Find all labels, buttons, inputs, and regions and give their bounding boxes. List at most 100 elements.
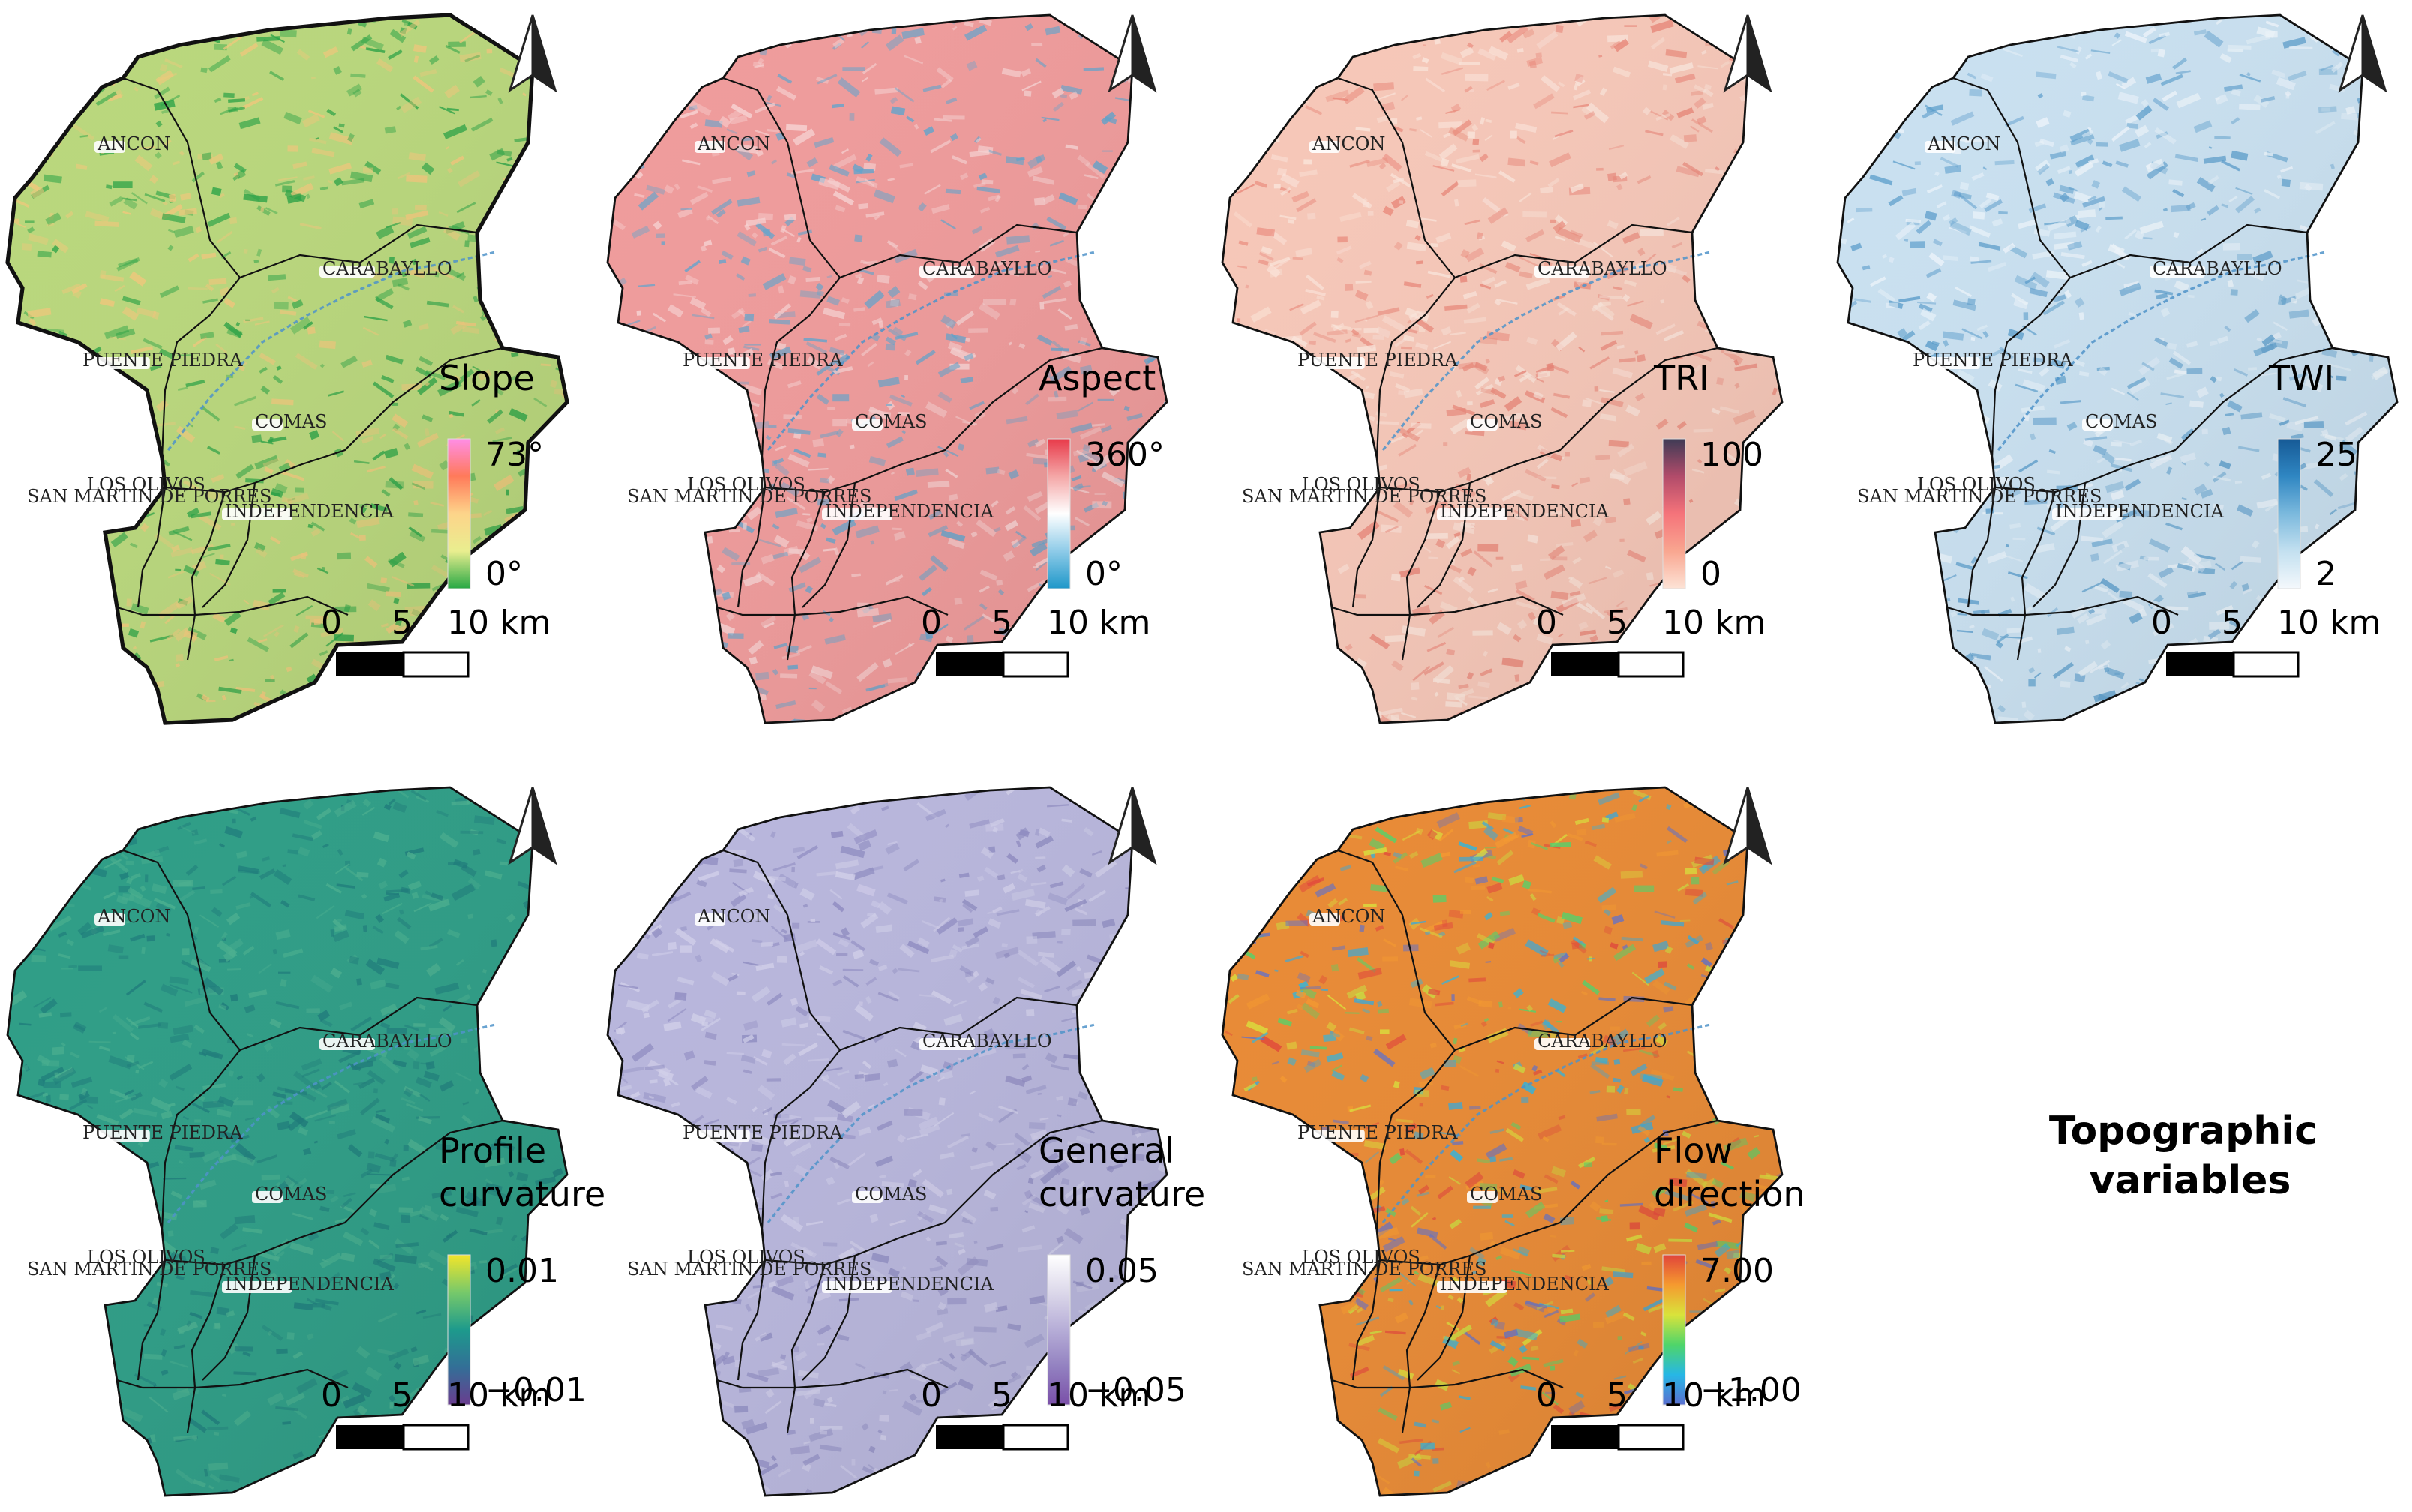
district-label-carabayllo: CARABAYLLO: [320, 258, 452, 279]
district-label-san-martin-de-porres: SAN MARTIN DE PORRES: [624, 486, 872, 507]
scale-bar-label: 10 km: [1662, 1376, 1766, 1414]
district-boundary: [1401, 1264, 1442, 1433]
scale-bar-black-segment: [936, 652, 1004, 676]
district-boundary: [186, 491, 226, 661]
scale-bar: 0 5 10 km: [1536, 604, 1766, 678]
legend-title-line-1: Slope: [439, 358, 535, 398]
district-label-comas: COMAS: [852, 1184, 927, 1204]
legend-title-line-2: direction: [1654, 1174, 1805, 1214]
scale-bar: 0 5 10 km: [2151, 604, 2380, 678]
scale-bar-label: 0: [1536, 1376, 1557, 1414]
legend-title-line-1: TWI: [2268, 358, 2334, 398]
svg-text:CARABAYLLO: CARABAYLLO: [322, 258, 452, 279]
svg-text:CARABAYLLO: CARABAYLLO: [922, 258, 1052, 279]
river-line: [1382, 250, 1711, 451]
legend-min-label: 0°: [1085, 555, 1123, 593]
legend-max-label: 7.00: [1700, 1252, 1774, 1290]
svg-text:CARABAYLLO: CARABAYLLO: [1538, 258, 1667, 279]
study-area-map: ANCON CARABAYLLO PUENTE PIEDRA COMAS LOS OLI…: [1221, 786, 1784, 1497]
scale-bar-label: 0: [2151, 604, 2172, 642]
district-label-carabayllo: CARABAYLLO: [1534, 1030, 1667, 1052]
svg-text:COMAS: COMAS: [1470, 411, 1542, 432]
district-label-carabayllo: CARABAYLLO: [2150, 258, 2282, 279]
svg-text:INDEPENDENCIA: INDEPENDENCIA: [2055, 501, 2224, 522]
district-label-comas: COMAS: [252, 1184, 327, 1204]
panel-general-curvature: ANCON CARABAYLLO PUENTE PIEDRA COMAS LOS OLI…: [606, 786, 1205, 1497]
panel-twi: ANCON CARABAYLLO PUENTE PIEDRA COMAS LOS OLI…: [1836, 14, 2398, 724]
svg-text:COMAS: COMAS: [855, 411, 927, 432]
scale-bar-label: 10 km: [1662, 604, 1766, 642]
district-label-carabayllo: CARABAYLLO: [1534, 258, 1667, 279]
scale-bar-white-segment: [1617, 651, 1684, 678]
district-label-independencia: INDEPENDENCIA: [822, 501, 994, 522]
scale-bar-black-segment: [936, 1425, 1004, 1449]
district-boundary: [1331, 596, 1564, 616]
legend-min-label: 0°: [485, 555, 523, 593]
district-boundary: [1990, 277, 2071, 458]
svg-text:CARABAYLLO: CARABAYLLO: [322, 1030, 452, 1052]
north-arrow-icon: [1723, 787, 1772, 866]
district-boundary: [1331, 1368, 1564, 1389]
district-label-puente-piedra: PUENTE PIEDRA: [1294, 350, 1458, 370]
legend-color-ramp: [1047, 1254, 1071, 1406]
svg-text:CARABAYLLO: CARABAYLLO: [2152, 258, 2282, 279]
legend-max-label: 25: [2315, 436, 2357, 474]
district-label-comas: COMAS: [852, 411, 927, 432]
district-boundary: [760, 277, 841, 458]
district-label-puente-piedra: PUENTE PIEDRA: [680, 350, 843, 370]
district-label-los-olivos: LOS OLIVOS: [1299, 1246, 1420, 1268]
legend-title-line-2: curvature: [1039, 1174, 1205, 1214]
district-label-puente-piedra: PUENTE PIEDRA: [80, 1122, 243, 1143]
district-label-puente-piedra: PUENTE PIEDRA: [1294, 1122, 1458, 1143]
legend-color-ramp: [447, 438, 471, 590]
scale-bar-label: 5: [392, 604, 412, 642]
district-boundary: [116, 596, 349, 616]
district-label-puente-piedra: PUENTE PIEDRA: [1910, 350, 2073, 370]
svg-text:SAN MARTIN DE PORRES: SAN MARTIN DE PORRES: [27, 486, 272, 507]
svg-text:COMAS: COMAS: [2085, 411, 2157, 432]
scale-bar-label: 5: [992, 1376, 1012, 1414]
scale-bar-white-segment: [402, 1424, 470, 1450]
svg-text:PUENTE PIEDRA: PUENTE PIEDRA: [682, 350, 843, 370]
scale-bar-label: 0: [921, 604, 942, 642]
scale-bar-label: 5: [1606, 604, 1628, 642]
district-label-ancon: ANCON: [1924, 134, 2000, 154]
scale-bar-black-segment: [2166, 652, 2234, 676]
district-label-san-martin-de-porres: SAN MARTIN DE PORRES: [1239, 486, 1486, 507]
district-label-independencia: INDEPENDENCIA: [222, 1274, 394, 1294]
panel-slope: ANCON CARABAYLLO PUENTE PIEDRA COMAS LOS OLI…: [8, 5, 592, 734]
scale-bar-white-segment: [1002, 651, 1070, 678]
legend-min-label: 0: [1700, 555, 1721, 593]
district-boundary: [1401, 491, 1442, 661]
district-boundary: [786, 1264, 826, 1433]
scale-bar-label: 10 km: [2277, 604, 2380, 642]
scale-bar-label: 10 km: [447, 604, 550, 642]
scale-bar: 0 5 10 km: [321, 604, 550, 678]
district-boundary: [760, 1049, 841, 1231]
district-boundary: [1376, 1049, 1456, 1231]
scale-bar-white-segment: [2232, 651, 2300, 678]
scale-bar-label: 5: [992, 604, 1012, 642]
legend-color-ramp: [1047, 438, 1071, 590]
district-boundary: [160, 277, 241, 458]
legend-color-ramp: [447, 1254, 471, 1406]
scale-bar-label: 10 km: [1047, 1376, 1150, 1414]
scale-bar-black-segment: [336, 652, 404, 676]
svg-text:INDEPENDENCIA: INDEPENDENCIA: [825, 501, 994, 522]
north-arrow-icon: [1108, 787, 1157, 866]
scale-bar-label: 10 km: [447, 1376, 550, 1414]
panel-flow-direction: ANCON CARABAYLLO PUENTE PIEDRA COMAS LOS OLI…: [1221, 786, 1805, 1497]
district-boundary: [2016, 491, 2056, 661]
svg-text:SAN MARTIN DE PORRES: SAN MARTIN DE PORRES: [1242, 486, 1486, 507]
district-boundary: [1966, 487, 1996, 608]
panel-profile-curvature: ANCON CARABAYLLO PUENTE PIEDRA COMAS LOS OLI…: [6, 786, 605, 1497]
scale-bar-white-segment: [402, 651, 470, 678]
district-boundary: [1994, 346, 2333, 494]
district-boundary: [736, 1259, 766, 1381]
river-line: [1996, 250, 2326, 451]
scale-bar-label: 0: [1536, 604, 1557, 642]
legend-color-ramp: [1662, 438, 1686, 590]
river-line: [166, 1023, 496, 1223]
north-arrow-icon: [1108, 14, 1157, 93]
district-label-comas: COMAS: [2082, 411, 2157, 432]
